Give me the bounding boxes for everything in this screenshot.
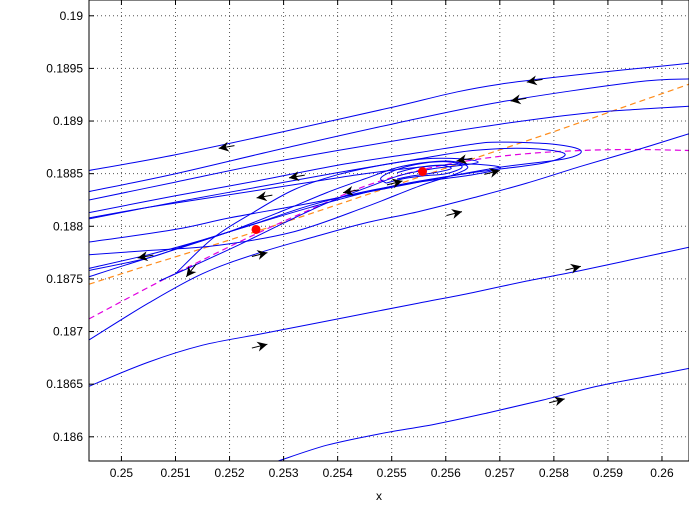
plot-frame: [88, 0, 689, 462]
trajectory-line: [159, 157, 479, 282]
y-tick-label: 0.189: [53, 114, 83, 128]
x-tick-label: 0.255: [377, 466, 407, 480]
direction-arrow: [526, 75, 543, 86]
arrow-head: [256, 341, 268, 352]
direction-arrow: [446, 209, 463, 219]
arrow-head: [256, 250, 268, 260]
y-tick-label: 0.187: [53, 325, 83, 339]
y-tick-label: 0.1865: [46, 377, 83, 391]
x-tick-label: 0.259: [593, 466, 623, 480]
trajectory-line: [89, 78, 689, 193]
arrow-head: [343, 185, 354, 196]
x-tick-label: 0.254: [323, 466, 353, 480]
arrow-head: [451, 209, 462, 219]
arrow-head: [553, 396, 565, 407]
arrow-head: [526, 75, 538, 86]
arrow-head: [256, 191, 268, 202]
arrow-head: [218, 141, 230, 152]
trajectory-line: [396, 164, 452, 180]
y-tick-label: 0.186: [53, 430, 83, 444]
direction-arrow: [549, 396, 565, 407]
grid-layer: [89, 0, 689, 461]
trajectory-line: [89, 246, 689, 387]
direction-arrow: [251, 341, 268, 352]
direction-arrow: [256, 191, 273, 202]
arrow-head: [510, 94, 522, 105]
x-tick-label: 0.256: [431, 466, 461, 480]
trajectory-line: [89, 105, 689, 201]
direction-arrow: [565, 263, 582, 274]
direction-arrow: [251, 250, 268, 260]
trajectory-line: [89, 62, 689, 171]
x-tick-label: 0.251: [160, 466, 190, 480]
y-tick-label: 0.1875: [46, 272, 83, 286]
direction-arrow: [343, 185, 359, 196]
direction-arrow: [137, 251, 154, 262]
x-tick-label: 0.26: [650, 466, 674, 480]
y-tick-label: 0.1895: [46, 61, 83, 75]
trajectory-line: [89, 163, 501, 269]
x-tick-label: 0.253: [269, 466, 299, 480]
data-layer: [89, 62, 689, 461]
direction-arrow: [510, 94, 527, 105]
arrow-head: [289, 171, 300, 182]
arrow-head: [391, 178, 403, 189]
x-tick-label: 0.252: [215, 466, 245, 480]
y-tick-label: 0.19: [60, 9, 84, 23]
x-tick-label: 0.25: [110, 466, 134, 480]
arrow-head: [569, 263, 581, 274]
direction-arrow: [288, 171, 305, 182]
y-tick-label: 0.188: [53, 219, 83, 233]
x-tick-label: 0.258: [539, 466, 569, 480]
trajectory-line: [89, 133, 689, 341]
direction-arrow: [456, 154, 473, 165]
equilibrium-point: [251, 224, 261, 234]
tick-layer: 0.25 0.251 0.252 0.253 0.254 0.255 0.256 0.257 0…: [46, 0, 674, 480]
arrow-head: [488, 168, 500, 178]
direction-arrow: [386, 178, 403, 189]
direction-arrow: [484, 168, 500, 178]
x-axis-label: x: [376, 489, 382, 503]
direction-arrow: [218, 141, 235, 152]
trajectory-line: [89, 160, 469, 278]
trajectory-line: [278, 367, 689, 461]
arrow-head: [137, 251, 149, 262]
y-tick-label: 0.1885: [46, 167, 83, 181]
trajectory-line: [89, 141, 582, 243]
arrow-head: [186, 265, 197, 277]
equilibrium-point: [418, 167, 428, 177]
direction-arrow: [185, 263, 197, 278]
trajectory-line: [380, 161, 463, 184]
arrow-head: [456, 154, 468, 165]
nullcline-magenta: [89, 148, 689, 320]
x-tick-label: 0.257: [485, 466, 515, 480]
